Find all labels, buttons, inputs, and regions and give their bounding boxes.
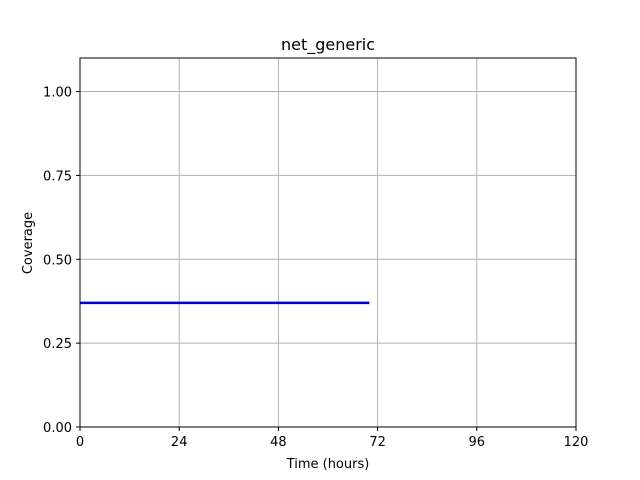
x-tick-label: 96 (469, 435, 486, 450)
plot-area (80, 58, 576, 427)
y-tick-label: 0.50 (43, 253, 72, 268)
x-axis-label: Time (hours) (286, 457, 370, 472)
y-axis-label: Coverage (21, 212, 36, 274)
x-axis-ticks: 0 24 48 72 96 120 (76, 427, 589, 450)
y-tick-label: 0.75 (43, 169, 72, 184)
chart-title: net_generic (281, 35, 375, 55)
x-tick-label: 24 (171, 435, 188, 450)
y-axis-ticks: 0.00 0.25 0.50 0.75 1.00 (43, 86, 80, 436)
y-tick-label: 1.00 (43, 86, 72, 101)
y-tick-label: 0.00 (43, 421, 72, 436)
x-tick-label: 48 (270, 435, 287, 450)
x-tick-label: 120 (564, 435, 589, 450)
x-tick-label: 72 (369, 435, 386, 450)
y-tick-label: 0.25 (43, 337, 72, 352)
plot-frame (79, 57, 577, 428)
x-tick-label: 0 (76, 435, 84, 450)
grid (79, 58, 577, 428)
